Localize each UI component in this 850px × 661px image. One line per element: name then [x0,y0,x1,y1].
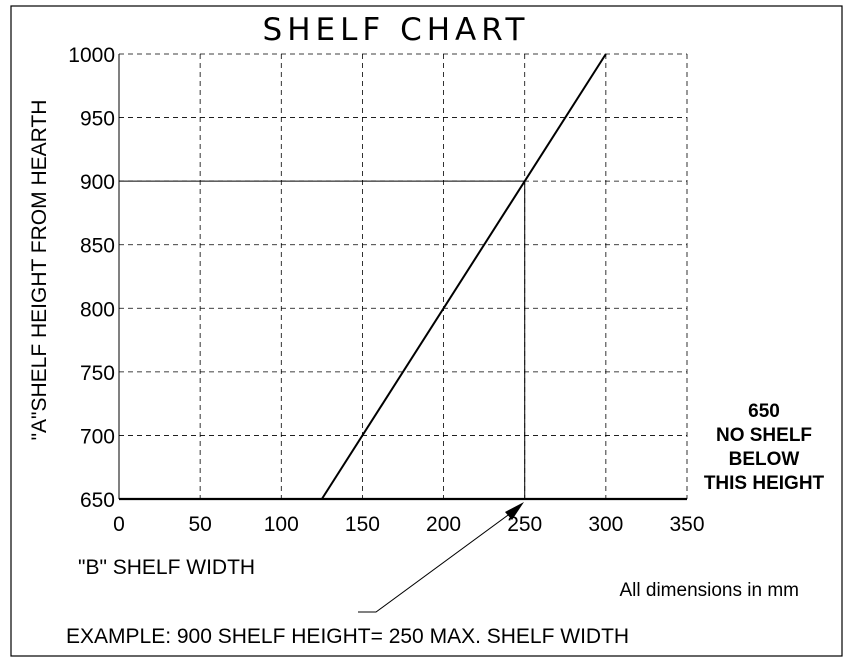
chart-axes [118,54,687,501]
x-tick-label-50: 50 [188,513,211,536]
chart-grid [118,53,688,500]
note-line-4: THIS HEIGHT [704,473,825,494]
note-line-1: 650 [748,401,780,422]
minimum-height-note: 650 NO SHELF BELOW THIS HEIGHT [704,401,825,494]
x-tick-label-300: 300 [588,513,623,536]
y-tick-label-650: 650 [80,489,115,512]
y-tick-label-750: 750 [80,362,115,385]
chart-title: SHELF CHART [263,12,530,48]
series-layer [321,53,607,500]
y-tick-labels: 650 700 750 800 850 900 950 1000 [68,44,115,512]
x-axis-label: "B" SHELF WIDTH [78,556,255,579]
y-tick-label-1000: 1000 [68,44,115,67]
example-text: EXAMPLE: 900 SHELF HEIGHT= 250 MAX. SHEL… [66,625,629,648]
x-tick-label-200: 200 [426,513,461,536]
y-tick-label-700: 700 [80,425,115,448]
x-tick-label-150: 150 [345,513,380,536]
y-tick-label-900: 900 [80,171,115,194]
series-line-0 [321,53,607,500]
x-tick-label-350: 350 [669,513,704,536]
example-leader-arrow [358,502,524,613]
x-tick-label-0: 0 [113,513,125,536]
note-line-3: BELOW [729,449,800,470]
y-axis-label: "A"SHELF HEIGHT FROM HEARTH [28,100,51,441]
y-tick-label-800: 800 [80,298,115,321]
x-tick-label-100: 100 [264,513,299,536]
y-tick-label-950: 950 [80,108,115,131]
example-guides [119,180,526,499]
note-line-2: NO SHELF [716,425,812,446]
y-tick-label-850: 850 [80,235,115,258]
units-note: All dimensions in mm [620,580,800,601]
x-tick-label-250: 250 [507,513,542,536]
x-tick-labels: 0 50 100 150 200 250 300 350 [113,513,704,536]
outer-border [10,5,843,657]
